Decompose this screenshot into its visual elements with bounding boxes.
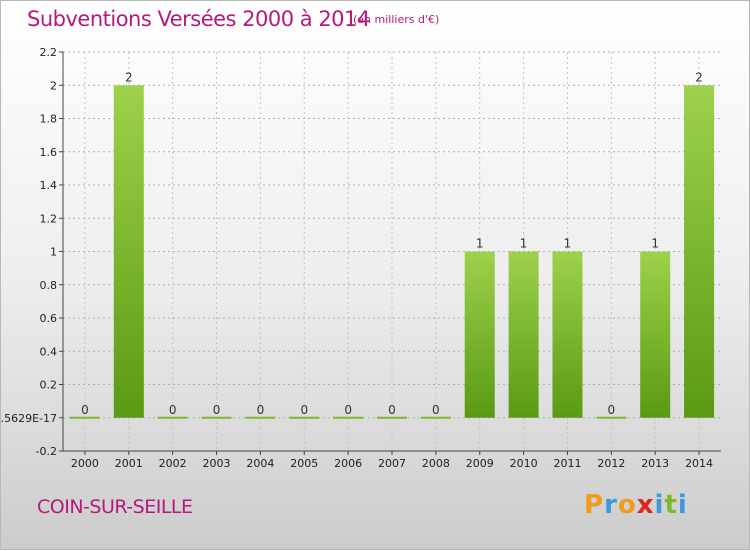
bar [640, 251, 671, 418]
x-tick-label: 2008 [422, 457, 450, 470]
data-label: 1 [651, 237, 659, 251]
bar [552, 251, 583, 418]
logo-letter: x [636, 490, 655, 520]
bar [420, 416, 451, 419]
x-tick-label: 2005 [290, 457, 318, 470]
data-label: 2 [695, 70, 703, 84]
y-tick-label: -1.5629E-17 [1, 412, 57, 425]
data-label: 2 [125, 70, 133, 84]
axes [59, 51, 721, 455]
y-tick-label: 2 [50, 79, 57, 92]
chart-title: Subventions Versées 2000 à 2014 [27, 7, 370, 31]
y-tick-label: 1.2 [40, 212, 58, 225]
data-label: 1 [476, 237, 484, 251]
x-tick-label: 2012 [597, 457, 625, 470]
bar [464, 251, 495, 418]
y-tick-label: 1.8 [40, 113, 58, 126]
y-tick-label: 2.2 [40, 46, 58, 59]
y-tick-label: 1.4 [40, 179, 58, 192]
bar [69, 416, 100, 419]
bar [113, 85, 144, 418]
chart-unit: (en milliers d'€) [353, 13, 440, 26]
data-label: 0 [81, 403, 89, 417]
y-tick-label: 0.4 [40, 345, 58, 358]
x-tick-label: 2014 [685, 457, 713, 470]
data-label: 1 [520, 237, 528, 251]
bar [596, 416, 627, 419]
logo-letter: i [654, 490, 665, 520]
data-label: 0 [257, 403, 265, 417]
bar [157, 416, 188, 419]
data-label: 0 [388, 403, 396, 417]
x-tick-label: 2002 [159, 457, 187, 470]
x-tick-label: 2007 [378, 457, 406, 470]
bar [684, 85, 715, 418]
bars [69, 85, 715, 419]
y-tick-label: -0.2 [36, 445, 57, 458]
y-tick-label: 0.6 [40, 312, 58, 325]
logo-letter: i [677, 490, 688, 520]
labels: 2.2 2 1.8 1.6 1.4 1.2 1 0.8 0.6 0.4 0.2 -1.5629E-17… [1, 46, 713, 470]
proxiti-logo: Proxiti [584, 490, 688, 520]
x-tick-label: 2013 [641, 457, 669, 470]
data-label: 1 [564, 237, 572, 251]
bar [289, 416, 320, 419]
data-label: 0 [608, 403, 616, 417]
y-tick-label: 0.2 [40, 379, 58, 392]
bar [245, 416, 276, 419]
data-label: 0 [213, 403, 221, 417]
x-tick-label: 2004 [246, 457, 274, 470]
bar [508, 251, 539, 418]
commune-name: COIN-SUR-SEILLE [37, 496, 193, 518]
x-tick-label: 2009 [466, 457, 494, 470]
x-tick-label: 2001 [115, 457, 143, 470]
x-tick-label: 2011 [553, 457, 581, 470]
logo-letter: P [584, 490, 605, 520]
data-label: 0 [169, 403, 177, 417]
logo-letter: o [617, 490, 637, 520]
x-tick-label: 2000 [71, 457, 99, 470]
x-tick-label: 2003 [203, 457, 231, 470]
y-tick-label: 0.8 [40, 279, 58, 292]
x-tick-label: 2010 [510, 457, 538, 470]
x-tick-label: 2006 [334, 457, 362, 470]
logo-letter: t [664, 490, 678, 520]
bar [201, 416, 232, 419]
data-label: 0 [344, 403, 352, 417]
gridlines [63, 51, 721, 452]
data-label: 0 [300, 403, 308, 417]
bar [333, 416, 364, 419]
y-tick-label: 1.6 [40, 146, 58, 159]
logo-letter: r [604, 490, 618, 520]
bar [377, 416, 407, 419]
y-tick-label: 1 [50, 246, 57, 259]
data-label: 0 [432, 403, 440, 417]
